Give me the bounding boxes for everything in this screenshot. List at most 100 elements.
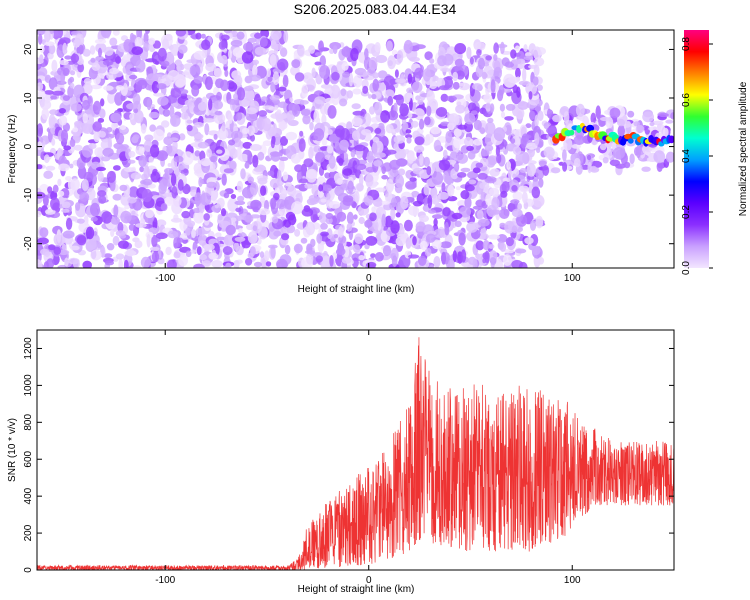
heatmap-cell: [49, 30, 54, 35]
heatmap-cell: [291, 103, 301, 117]
heatmap-cell: [260, 96, 268, 102]
heatmap-cell: [42, 194, 49, 207]
heatmap-cell: [315, 74, 323, 85]
heatmap-cell: [326, 192, 331, 201]
heatmap-cell: [517, 203, 522, 210]
heatmap-cell: [368, 56, 378, 71]
heatmap-cell: [381, 166, 387, 175]
heatmap-cell: [46, 258, 55, 268]
heatmap-cell: [113, 204, 119, 218]
heatmap-cell: [342, 168, 353, 176]
heatmap-cell: [44, 41, 55, 47]
heatmap-cell: [482, 240, 490, 251]
heatmap-cell: [387, 110, 399, 121]
heatmap-cell: [305, 221, 316, 236]
heatmap-cell: [234, 200, 246, 206]
heatmap-cell: [562, 162, 568, 172]
heatmap-cell: [533, 76, 539, 86]
heatmap-cell: [194, 192, 203, 205]
heatmap-cell: [346, 223, 353, 232]
heatmap-cell: [519, 168, 527, 173]
heatmap-cell: [237, 195, 245, 202]
heatmap-cell: [670, 112, 674, 120]
heatmap-cell: [69, 163, 74, 169]
heatmap-cell: [210, 155, 218, 163]
heatmap-cell: [536, 84, 543, 91]
heatmap-cell: [363, 112, 372, 127]
heatmap-cell: [200, 192, 212, 206]
heatmap-cell: [446, 95, 457, 102]
heatmap-cell: [227, 198, 239, 212]
heatmap-cell: [59, 59, 69, 66]
heatmap-cell: [502, 177, 511, 183]
heatmap-cell: [452, 250, 457, 263]
heatmap-cell: [124, 205, 130, 210]
heatmap-cell: [223, 168, 234, 174]
heatmap-cell: [394, 119, 401, 133]
heatmap-cell: [333, 172, 343, 184]
heatmap-cell: [284, 244, 291, 255]
heatmap-cell: [369, 106, 375, 115]
heatmap-cell: [177, 237, 184, 243]
heatmap-cell: [160, 60, 170, 67]
heatmap-cell: [250, 144, 262, 151]
heatmap-cell: [633, 121, 640, 127]
heatmap-cell: [346, 90, 354, 99]
heatmap-cell: [186, 124, 193, 132]
heatmap-cell: [466, 221, 478, 233]
heatmap-cell: [94, 147, 104, 157]
heatmap-cell: [129, 113, 135, 120]
heatmap-cell: [478, 219, 490, 227]
heatmap-cell: [332, 252, 338, 260]
heatmap-cell: [50, 197, 60, 211]
heatmap-cell: [43, 90, 55, 95]
heatmap-cell: [279, 121, 288, 130]
heatmap-cell: [300, 100, 309, 105]
heatmap-cell: [318, 184, 324, 192]
heatmap-cell: [472, 258, 478, 268]
heatmap-cell: [70, 70, 76, 76]
heatmap-cell: [37, 259, 43, 268]
heatmap-cell: [82, 48, 91, 57]
heatmap-cell: [148, 37, 156, 45]
heatmap-cell: [257, 177, 268, 185]
heatmap-cell: [521, 133, 530, 143]
heatmap-cell: [525, 52, 532, 58]
heatmap-cell: [590, 165, 597, 171]
heatmap-ridge-cell: [569, 129, 575, 136]
heatmap-cell: [602, 157, 609, 164]
heatmap-cell: [518, 261, 528, 268]
heatmap-cell: [339, 98, 348, 107]
heatmap-cell: [170, 173, 177, 187]
heatmap-cell: [144, 134, 154, 142]
heatmap-cell: [230, 39, 243, 47]
heatmap-cell: [302, 72, 314, 84]
heatmap-cell: [289, 97, 294, 103]
heatmap-cell: [98, 195, 107, 204]
heatmap-cell: [505, 237, 514, 247]
heatmap-cell: [312, 214, 319, 222]
heatmap-cell: [124, 167, 136, 173]
heatmap-cell: [414, 67, 424, 79]
heatmap-cell: [48, 114, 56, 129]
heatmap-cell: [186, 220, 196, 227]
heatmap-cell: [485, 156, 496, 168]
heatmap-cell: [586, 154, 592, 161]
heatmap-cell: [281, 233, 290, 241]
heatmap-cell: [61, 201, 71, 209]
heatmap-cell: [571, 144, 582, 149]
heatmap-cell: [127, 159, 136, 164]
heatmap-cell: [92, 121, 102, 132]
heatmap-cell: [82, 99, 90, 110]
heatmap-cell: [236, 87, 246, 101]
heatmap-cell: [172, 139, 178, 152]
heatmap-cell: [412, 236, 417, 246]
heatmap-cell: [173, 155, 184, 163]
heatmap-cell: [131, 210, 136, 215]
heatmap-cell: [221, 173, 227, 186]
heatmap-cell: [193, 133, 204, 140]
heatmap-cell: [433, 139, 442, 152]
heatmap-cell: [373, 160, 383, 167]
heatmap-cell: [170, 88, 182, 98]
